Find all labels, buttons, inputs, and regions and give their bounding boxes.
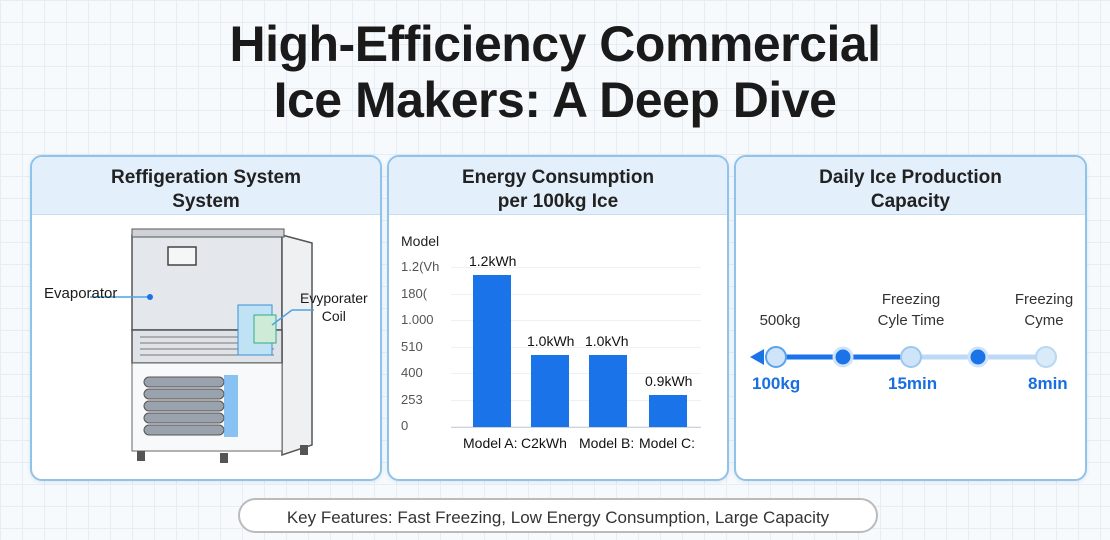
timeline-bottom-label: 100kg: [752, 374, 801, 393]
timeline-node: [832, 346, 854, 368]
panel-subheading: System: [172, 191, 240, 212]
capacity-timeline: [750, 346, 1057, 368]
timeline-top-label: Freezing Cyme: [1014, 291, 1074, 329]
coil-label-line2: Coil: [321, 308, 346, 324]
grid-line: [451, 399, 701, 401]
y-tick-label: 400: [401, 365, 423, 380]
refrigeration-panel: Reffigeration System System Evaporator E…: [30, 155, 382, 481]
bar-data-label: 1.2kWh: [469, 253, 517, 269]
arrow-left-icon: [750, 349, 764, 365]
bar-data-label: 1.0kVh: [585, 333, 629, 349]
energy-panel: Energy Consumption per 100kg Ice Model 1…: [387, 155, 729, 481]
timeline-node: [1035, 346, 1057, 368]
timeline-node: [765, 346, 787, 368]
evaporator-label: Evaporator: [44, 285, 118, 302]
x-tick-label: C2kWh: [521, 435, 567, 451]
x-axis: [451, 427, 701, 428]
panel-subheading: per 100kg Ice: [497, 191, 619, 212]
bar: [649, 395, 687, 427]
y-tick-label: 1.000: [401, 312, 434, 327]
y-tick-label: 0: [401, 418, 409, 433]
grid-line: [451, 426, 701, 427]
panel-heading: Reffigeration System: [110, 167, 302, 188]
energy-bar-chart: Model 1.2(Vh 180( 1.000 510 400 253 0 1.2kWh Mod…: [389, 157, 727, 479]
timeline-top-label: 500kg: [759, 312, 801, 329]
panel-header: Energy Consumption per 100kg Ice: [389, 157, 727, 215]
capacity-panel: Daily Ice Production Capacity 500kg Free…: [734, 155, 1087, 481]
bar: [473, 275, 511, 427]
panel-header: Reffigeration System System: [32, 157, 380, 215]
x-tick-label: Model B:: [579, 435, 635, 451]
timeline-bottom-label: 8min: [1028, 374, 1068, 393]
timeline-node: [900, 346, 922, 368]
x-tick-label: Model C:: [639, 435, 696, 451]
y-tick-label: 1.2(Vh: [401, 259, 440, 274]
bar-data-label: 0.9kWh: [645, 373, 693, 389]
panel-subheading: Capacity: [870, 191, 951, 212]
bar: [531, 355, 569, 427]
grid-line: [451, 320, 701, 321]
bar: [589, 355, 627, 427]
y-axis-label: Model: [401, 233, 440, 249]
y-tick-label: 180(: [401, 285, 428, 301]
grid-line: [451, 346, 701, 348]
timeline-node: [967, 346, 989, 368]
bar-data-label: 1.0kWh: [527, 333, 575, 349]
panel-header: Daily Ice Production Capacity: [736, 157, 1085, 215]
panel-heading: Daily Ice Production: [819, 167, 1002, 188]
y-tick-label: 510: [401, 338, 423, 354]
grid-line: [451, 267, 701, 268]
panel-heading: Energy Consumption: [461, 167, 655, 188]
key-features-banner: Key Features: Fast Freezing, Low Energy …: [238, 498, 878, 533]
timeline-bottom-label: 15min: [888, 374, 938, 393]
title-line-2: Ice Makers: A Deep Dive: [273, 72, 837, 128]
y-tick-label: 253: [401, 391, 423, 407]
coil-label-line1: Evyporater: [300, 290, 368, 306]
grid-line: [451, 293, 701, 295]
evaporator-coil-label: Evyporater Coil: [300, 289, 368, 325]
x-tick-label: Model A:: [463, 435, 518, 451]
timeline-top-label: Freezing Cyle Time: [877, 291, 945, 329]
grid-line: [451, 373, 701, 374]
ice-maker-illustration: [90, 228, 314, 463]
title-line-1: High-Efficiency Commercial: [229, 16, 881, 72]
